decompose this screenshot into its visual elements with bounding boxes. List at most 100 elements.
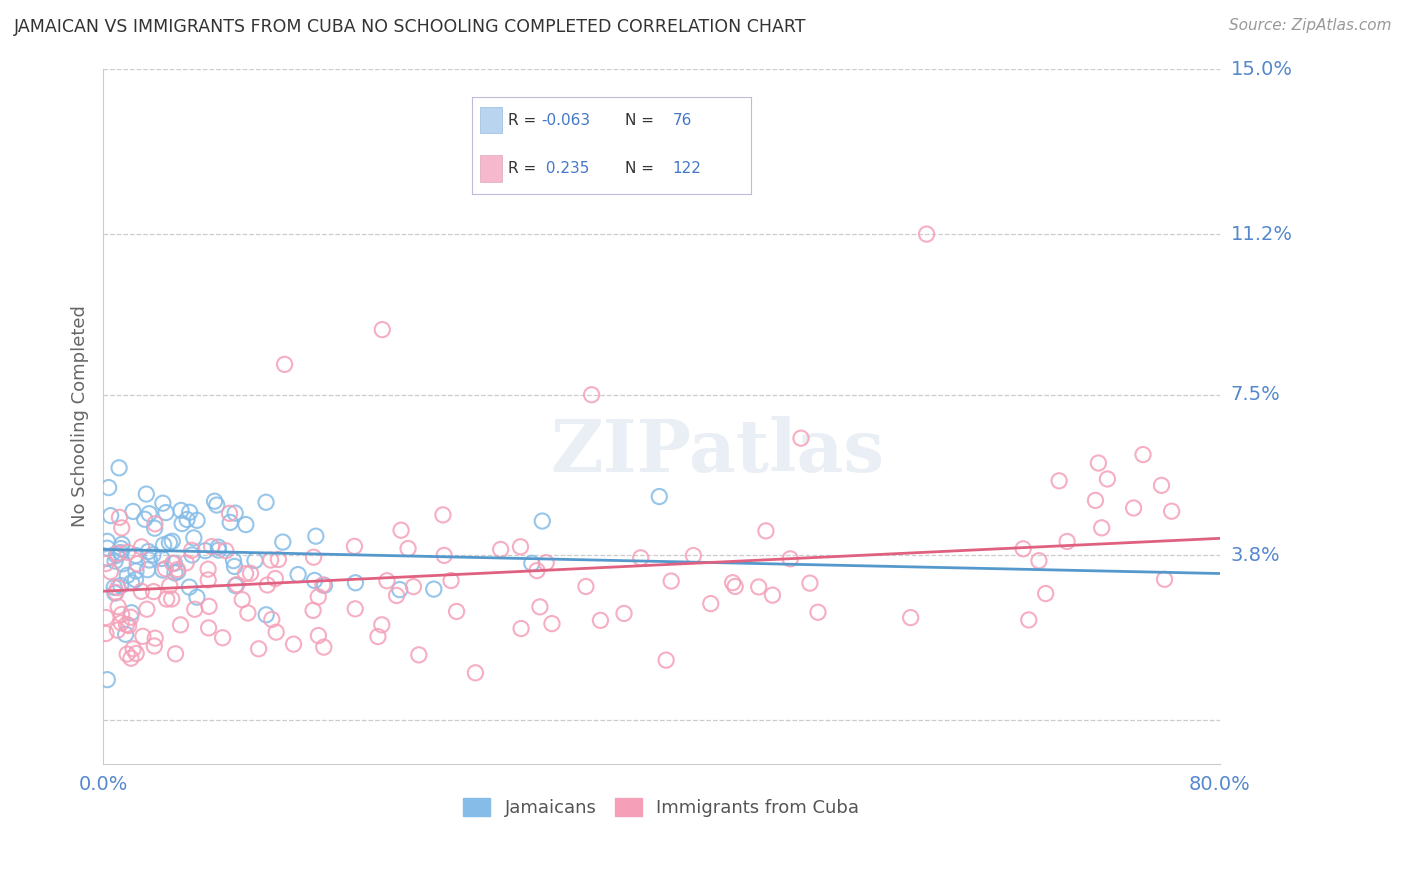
Point xyxy=(529,599,551,614)
Point xyxy=(160,591,183,606)
Point xyxy=(152,563,174,577)
Point xyxy=(107,581,129,595)
Point xyxy=(143,516,166,531)
Point xyxy=(423,582,446,596)
Point xyxy=(239,566,262,581)
Point xyxy=(264,625,287,640)
Point xyxy=(211,631,233,645)
Point xyxy=(510,622,533,636)
Point xyxy=(170,503,193,517)
Point xyxy=(260,553,283,567)
Point xyxy=(312,578,335,592)
Point xyxy=(915,227,938,241)
Point xyxy=(1012,541,1035,556)
Point xyxy=(807,605,830,619)
Point xyxy=(125,647,148,661)
Point xyxy=(1087,456,1109,470)
Text: Source: ZipAtlas.com: Source: ZipAtlas.com xyxy=(1229,18,1392,33)
Point xyxy=(110,607,132,622)
Point xyxy=(121,575,143,590)
Point xyxy=(183,602,205,616)
Point xyxy=(433,549,456,563)
Point xyxy=(97,551,120,566)
Point xyxy=(367,630,389,644)
Point xyxy=(96,534,118,549)
Point xyxy=(613,607,636,621)
Point xyxy=(283,637,305,651)
Point xyxy=(108,460,131,475)
Point xyxy=(131,584,153,599)
Point xyxy=(256,578,278,592)
Y-axis label: No Schooling Completed: No Schooling Completed xyxy=(72,306,89,527)
Text: 11.2%: 11.2% xyxy=(1230,225,1294,244)
Point xyxy=(243,553,266,567)
Point xyxy=(222,554,245,568)
Point xyxy=(96,541,118,556)
Point xyxy=(489,542,512,557)
Point xyxy=(273,357,295,371)
Point xyxy=(247,641,270,656)
Point xyxy=(125,564,148,578)
Point xyxy=(111,521,134,535)
Point xyxy=(302,550,325,565)
Point xyxy=(375,574,398,588)
Point xyxy=(655,653,678,667)
Point xyxy=(215,543,238,558)
Point xyxy=(526,564,548,578)
Point xyxy=(117,568,139,582)
Point xyxy=(344,575,367,590)
Point xyxy=(94,610,117,624)
Point xyxy=(134,512,156,526)
Point xyxy=(159,579,181,593)
Point xyxy=(205,498,228,512)
Point xyxy=(761,588,783,602)
Point xyxy=(197,621,219,635)
Point xyxy=(1150,478,1173,492)
Point xyxy=(163,557,186,571)
Point xyxy=(111,537,134,551)
Point xyxy=(534,556,557,570)
Point xyxy=(176,512,198,526)
Point xyxy=(343,539,366,553)
Point xyxy=(408,648,430,662)
Point xyxy=(107,599,129,614)
Point xyxy=(254,495,277,509)
Point xyxy=(100,508,122,523)
Point xyxy=(344,602,367,616)
Point xyxy=(110,615,132,630)
Point xyxy=(1028,554,1050,568)
Point xyxy=(155,562,177,576)
Point xyxy=(125,549,148,563)
Point xyxy=(94,557,117,571)
Point xyxy=(682,549,704,563)
Point xyxy=(402,580,425,594)
Point xyxy=(163,566,186,580)
Point xyxy=(107,623,129,637)
Point xyxy=(724,579,747,593)
Point xyxy=(371,323,394,337)
Point xyxy=(135,487,157,501)
Point xyxy=(138,553,160,567)
Point xyxy=(122,641,145,656)
Point xyxy=(396,541,419,556)
Point xyxy=(218,506,240,520)
Point xyxy=(152,538,174,552)
Point xyxy=(181,548,204,562)
Point xyxy=(1132,448,1154,462)
Point xyxy=(105,549,128,563)
Point xyxy=(162,557,184,571)
Point xyxy=(1056,534,1078,549)
Point xyxy=(721,575,744,590)
Point xyxy=(136,563,159,577)
Point xyxy=(231,592,253,607)
Point xyxy=(186,590,208,604)
Point xyxy=(117,545,139,559)
Point xyxy=(150,551,173,566)
Point xyxy=(385,589,408,603)
Point xyxy=(204,494,226,508)
Point xyxy=(307,590,329,604)
Point xyxy=(165,647,187,661)
Text: 7.5%: 7.5% xyxy=(1230,385,1281,404)
Point xyxy=(224,578,246,592)
Point xyxy=(104,586,127,600)
